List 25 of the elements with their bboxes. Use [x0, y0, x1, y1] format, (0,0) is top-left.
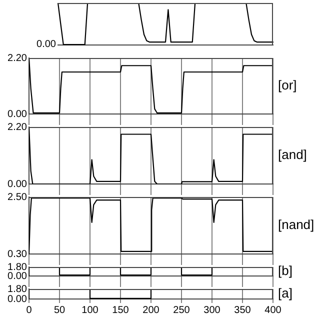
y-tick-label: 1.80: [8, 284, 28, 295]
x-tick-label: 200: [142, 304, 160, 316]
y-tick-label: 1.80: [8, 262, 28, 273]
text: [nand]: [278, 217, 314, 232]
text: [or]: [278, 78, 297, 93]
x-tick-label: 0: [26, 304, 32, 316]
x-tick-label: 100: [82, 304, 99, 316]
y-tick-label: 0.00: [8, 270, 28, 282]
y-tick-label: 2.20: [8, 122, 28, 133]
y-tick-label: 0.00: [8, 108, 28, 120]
x-tick-label: 350: [234, 304, 252, 316]
y-tick-label: 0.00: [8, 294, 28, 305]
x-tick-label: 150: [112, 304, 130, 316]
x-tick-label: 400: [264, 304, 282, 316]
x-tick-label: 250: [173, 304, 190, 316]
y-tick-label: 0.30: [8, 248, 28, 260]
y-tick-label: 2.50: [8, 192, 28, 203]
text: [and]: [278, 147, 307, 162]
chart-title: [b]: [278, 263, 292, 278]
x-tick-label: 300: [204, 304, 221, 316]
chart-title: [a]: [278, 286, 292, 301]
text: 0.00: [36, 38, 56, 50]
y-tick-label: 0.00: [8, 178, 28, 190]
y-tick-label: 2.20: [8, 52, 28, 64]
x-tick-label: 50: [54, 304, 66, 316]
